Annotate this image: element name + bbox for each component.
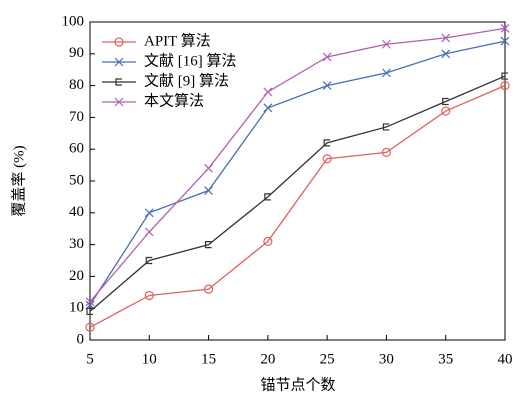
marker	[381, 147, 392, 157]
x-tick-label: 20	[260, 351, 275, 367]
marker	[323, 139, 331, 147]
marker	[204, 163, 213, 173]
marker	[264, 193, 271, 201]
marker	[500, 23, 510, 33]
y-tick-label: 100	[62, 13, 85, 29]
marker	[441, 33, 451, 43]
y-tick-label: 60	[69, 141, 84, 157]
y-tick-label: 40	[69, 204, 84, 220]
marker	[501, 72, 508, 80]
marker	[263, 236, 273, 247]
y-tick-label: 0	[77, 331, 85, 347]
marker	[382, 123, 390, 131]
marker	[144, 208, 154, 218]
legend-marker	[114, 37, 124, 47]
series-line	[89, 85, 506, 328]
legend-label: APIT 算法	[144, 31, 211, 49]
marker	[322, 81, 332, 91]
marker	[322, 52, 332, 62]
y-tick-label: 30	[69, 236, 84, 252]
marker	[85, 300, 95, 310]
y-tick-label: 70	[69, 109, 84, 125]
marker	[263, 103, 273, 113]
marker	[86, 307, 93, 315]
series-line	[89, 75, 506, 312]
marker	[204, 241, 212, 249]
marker	[263, 87, 273, 97]
marker	[203, 284, 214, 294]
marker	[441, 106, 451, 116]
y-tick-label: 80	[69, 77, 84, 93]
x-axis-label: 锚节点个数	[260, 376, 335, 393]
y-tick-label: 10	[69, 300, 84, 316]
x-tick-label: 40	[498, 351, 513, 367]
marker	[85, 322, 95, 332]
legend-label: 文献 [9] 算法	[144, 71, 229, 89]
marker	[144, 227, 154, 237]
marker	[204, 186, 213, 195]
y-tick-label: 50	[69, 172, 84, 188]
marker	[500, 36, 510, 46]
y-tick-label: 90	[69, 45, 84, 61]
legend-label: 文献 [16] 算法	[144, 51, 237, 69]
series-line	[89, 27, 506, 303]
marker	[442, 97, 449, 106]
marker	[382, 68, 391, 78]
marker	[145, 256, 153, 265]
x-tick-label: 15	[201, 351, 216, 367]
legend-marker	[115, 78, 122, 86]
legend-marker	[114, 97, 124, 107]
x-tick-label: 10	[142, 351, 157, 367]
marker	[441, 49, 451, 59]
legend-marker	[114, 57, 124, 67]
legend-label: 本文算法	[144, 91, 204, 109]
marker	[322, 154, 332, 164]
x-tick-label: 5	[86, 351, 94, 367]
marker	[85, 297, 95, 307]
marker	[500, 80, 510, 91]
y-axis-label: 覆盖率 (%)	[10, 145, 27, 216]
x-tick-label: 35	[438, 351, 453, 367]
x-tick-label: 30	[379, 351, 394, 367]
marker	[144, 290, 154, 301]
marker	[382, 39, 391, 49]
x-tick-label: 25	[320, 351, 335, 367]
y-tick-label: 20	[69, 268, 84, 284]
series-line	[89, 40, 506, 306]
